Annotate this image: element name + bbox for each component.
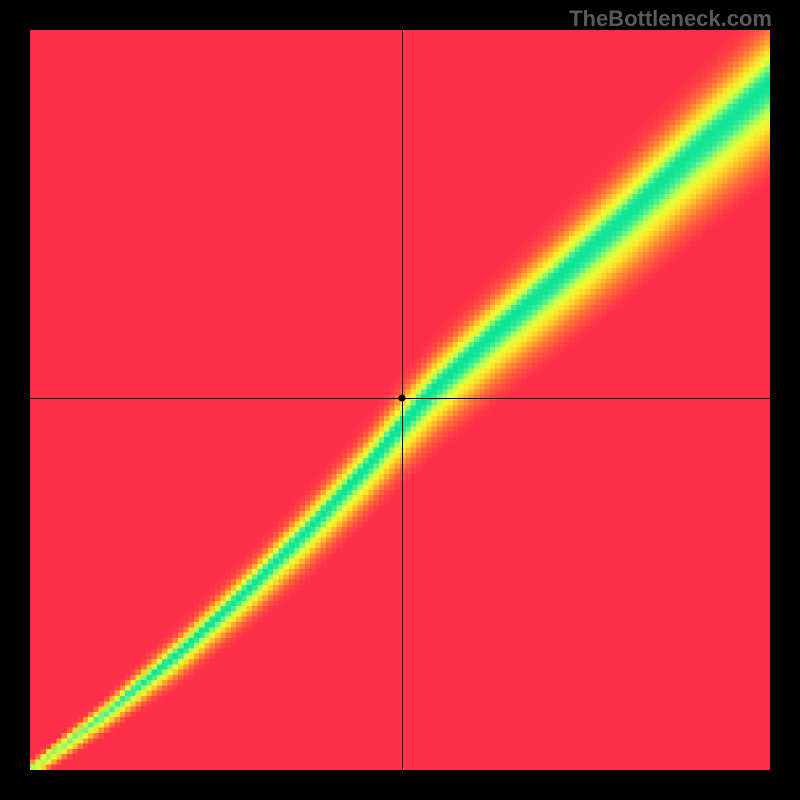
bottleneck-heatmap — [30, 30, 770, 770]
watermark-text: TheBottleneck.com — [569, 6, 772, 32]
crosshair-marker-dot — [399, 394, 406, 401]
